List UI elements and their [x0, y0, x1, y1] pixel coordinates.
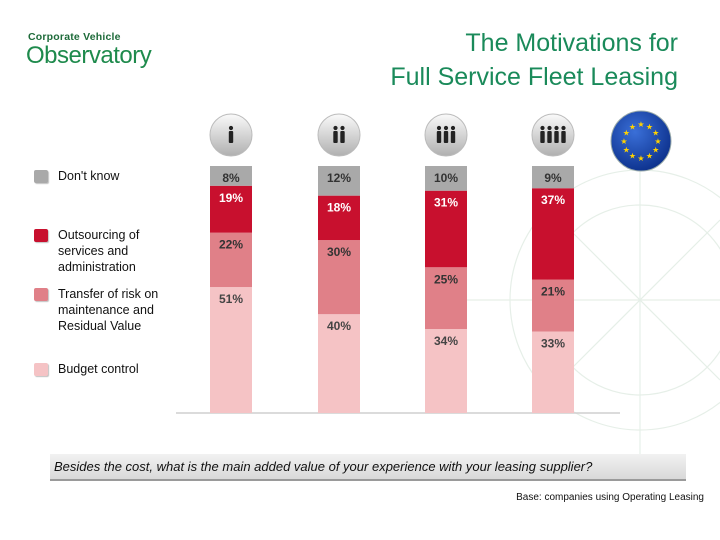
data-label-transfer-risk-3: 25%: [434, 272, 458, 286]
data-label-outsourcing-2: 18%: [327, 201, 351, 215]
data-label-dont-know-2: 12%: [327, 171, 351, 185]
bar-budget-control-4: [532, 331, 574, 413]
bar-budget-control-2: [318, 314, 360, 413]
data-label-dont-know-1: 8%: [222, 171, 240, 185]
svg-text:★: ★: [620, 137, 627, 146]
single-person-icon: [209, 113, 253, 157]
logo-line1: Corporate Vehicle: [28, 31, 121, 43]
svg-text:★: ★: [629, 122, 636, 131]
data-label-outsourcing-1: 19%: [219, 191, 243, 205]
legend-label-outsourcing: Outsourcing of services and administrati…: [58, 228, 140, 274]
data-label-outsourcing-3: 31%: [434, 196, 458, 210]
eu-flag-icon: ★★★★★★★★★ ★ ★★: [610, 110, 672, 172]
bar-dont-know-1: [210, 166, 252, 186]
data-label-outsourcing-4: 37%: [541, 193, 565, 207]
bar-transfer-risk-3: [425, 267, 467, 330]
bar-transfer-risk-2: [318, 240, 360, 315]
logo-line2: Observatory: [26, 42, 152, 69]
data-label-transfer-risk-2: 30%: [327, 245, 351, 259]
bar-outsourcing-1: [210, 185, 252, 233]
data-label-transfer-risk-1: 22%: [219, 238, 243, 252]
legend-swatch-transfer-risk: [34, 288, 48, 301]
title-line2: Full Service Fleet Leasing: [390, 63, 678, 91]
bar-dont-know-4: [532, 166, 574, 189]
data-label-transfer-risk-4: 21%: [541, 285, 565, 299]
svg-text:★: ★: [646, 122, 653, 131]
svg-text:★: ★: [646, 152, 653, 161]
bar-transfer-risk-4: [532, 279, 574, 332]
survey-question-box: Besides the cost, what is the main added…: [50, 454, 686, 481]
svg-text:★: ★: [637, 120, 644, 129]
data-label-budget-control-2: 40%: [327, 319, 351, 333]
svg-text:★: ★: [637, 154, 644, 163]
legend-label-transfer-risk: Transfer of risk on maintenance and Resi…: [58, 287, 159, 333]
svg-text:★: ★: [652, 129, 659, 138]
svg-text:★: ★: [623, 129, 630, 138]
legend-swatch-budget-control: [34, 363, 48, 376]
legend-swatch-outsourcing: [34, 229, 48, 242]
survey-question: Besides the cost, what is the main added…: [54, 459, 593, 474]
three-persons-icon: [424, 113, 468, 157]
bar-outsourcing-3: [425, 190, 467, 268]
svg-text:★: ★: [623, 146, 630, 155]
data-label-budget-control-1: 51%: [219, 292, 243, 306]
data-label-budget-control-3: 34%: [434, 334, 458, 348]
bar-outsourcing-4: [532, 188, 574, 280]
bar-budget-control-1: [210, 287, 252, 413]
svg-text:★: ★: [654, 137, 661, 146]
corporate-vehicle-observatory-logo: Corporate Vehicle Observatory: [26, 20, 156, 80]
two-persons-icon: [317, 113, 361, 157]
legend-swatch-dont-know: [34, 170, 48, 183]
bar-dont-know-3: [425, 166, 467, 191]
data-label-budget-control-4: 33%: [541, 336, 565, 350]
bar-dont-know-2: [318, 166, 360, 196]
page-title: The Motivations for Full Service Fleet L…: [238, 26, 678, 94]
title-line1: The Motivations for: [465, 29, 678, 57]
bar-transfer-risk-1: [210, 232, 252, 288]
legend-label-budget-control: Budget control: [58, 362, 139, 376]
data-label-dont-know-3: 10%: [434, 171, 458, 185]
svg-text:★: ★: [629, 152, 636, 161]
svg-text:★: ★: [652, 146, 659, 155]
data-label-dont-know-4: 9%: [544, 171, 562, 185]
bar-budget-control-3: [425, 329, 467, 413]
four-persons-icon: [531, 113, 575, 157]
legend-label-dont-know: Don't know: [58, 169, 120, 183]
bar-outsourcing-2: [318, 195, 360, 241]
base-note: Base: companies using Operating Leasing: [516, 492, 704, 503]
